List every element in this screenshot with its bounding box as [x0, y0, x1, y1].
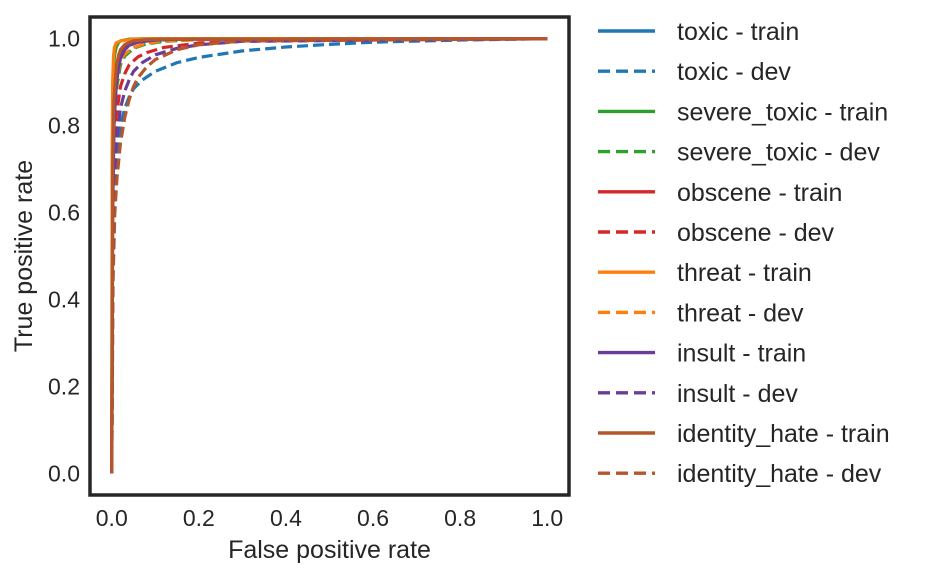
series-line-identity-hate-train: [110, 37, 548, 474]
x-axis: 0.0 0.2 0.4 0.6 0.8 1.0: [96, 505, 563, 531]
series-line-insult-train: [110, 37, 548, 474]
series-line-severe-toxic-train: [110, 37, 548, 474]
x-tick-label: 1.0: [531, 505, 563, 531]
legend-label: insult - dev: [677, 380, 798, 408]
legend-label: severe_toxic - dev: [677, 139, 880, 167]
x-tick-label: 0.4: [270, 505, 302, 531]
y-tick-label: 0.8: [48, 113, 80, 139]
series-line-toxic-dev: [110, 37, 548, 474]
series-line-identity-hate-dev: [110, 37, 548, 474]
y-tick-label: 0.6: [48, 200, 80, 226]
x-tick-label: 0.2: [183, 505, 215, 531]
x-axis-label: False positive rate: [228, 536, 431, 564]
legend-label: threat - dev: [677, 299, 804, 327]
legend-label: obscene - dev: [677, 219, 835, 247]
legend-label: toxic - train: [677, 18, 799, 46]
series-line-threat-dev: [110, 37, 548, 474]
legend-label: obscene - train: [677, 179, 842, 207]
series-line-toxic-train: [110, 37, 548, 474]
y-tick-label: 0.2: [48, 373, 80, 399]
legend-label: identity_hate - train: [677, 420, 890, 448]
y-axis: 0.0 0.2 0.4 0.6 0.8 1.0: [48, 26, 80, 487]
legend-label: severe_toxic - train: [677, 98, 888, 126]
y-tick-label: 1.0: [48, 26, 80, 52]
legend-label: insult - train: [677, 340, 806, 368]
series-line-threat-train: [110, 37, 548, 474]
legend-label: toxic - dev: [677, 58, 791, 86]
y-tick-label: 0.0: [48, 460, 80, 486]
legend-label: threat - train: [677, 259, 812, 287]
series-layer: [110, 37, 548, 474]
x-tick-label: 0.8: [444, 505, 476, 531]
x-tick-label: 0.0: [96, 505, 128, 531]
y-tick-label: 0.4: [48, 286, 80, 312]
series-line-obscene-dev: [110, 37, 548, 474]
series-line-obscene-train: [110, 37, 548, 474]
x-tick-label: 0.6: [357, 505, 389, 531]
plot-frame: [88, 15, 571, 497]
legend-label: identity_hate - dev: [677, 460, 882, 488]
legend: toxic - train toxic - dev severe_toxic - t…: [598, 18, 890, 488]
series-line-insult-dev: [110, 37, 548, 474]
y-axis-label: True positive rate: [10, 160, 38, 352]
series-line-severe-toxic-dev: [110, 37, 548, 474]
